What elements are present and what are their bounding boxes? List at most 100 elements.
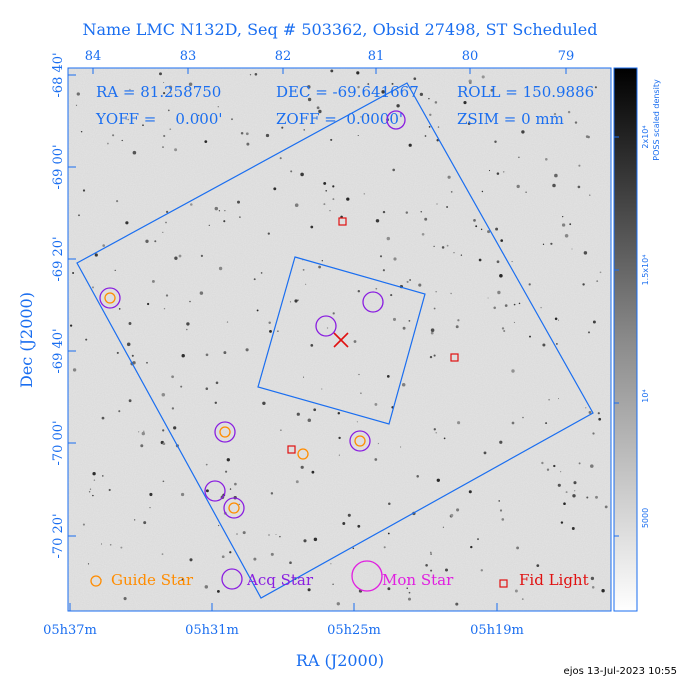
deg-tick-label: 82 <box>275 49 292 64</box>
background-star <box>587 331 591 334</box>
background-star <box>277 330 279 332</box>
legend-guide-icon <box>90 575 102 587</box>
background-star <box>435 432 437 434</box>
inner-field-square <box>257 256 426 425</box>
dec-tick-label: -70 20' <box>51 513 66 558</box>
background-star <box>181 578 185 581</box>
background-star <box>455 325 459 329</box>
ra-tick-label: 05h31m <box>185 623 239 638</box>
background-star <box>214 401 217 404</box>
background-star <box>303 129 305 131</box>
background-star <box>468 81 472 85</box>
background-star <box>545 158 548 161</box>
background-star <box>162 146 164 148</box>
background-star <box>557 398 560 400</box>
colorbar-tick-label: 10⁴ <box>641 389 650 402</box>
background-star <box>330 563 332 565</box>
background-star <box>445 568 448 572</box>
background-star <box>108 488 111 492</box>
yoff-readout: YOFF = 0.000' <box>95 110 223 128</box>
background-star <box>217 524 220 527</box>
background-star <box>295 480 299 484</box>
background-star <box>463 101 467 105</box>
background-star <box>132 150 137 155</box>
background-star <box>428 97 430 100</box>
background-star <box>216 589 220 593</box>
background-star <box>310 344 314 347</box>
ra-tick-label: 05h37m <box>43 623 97 638</box>
background-star <box>405 211 409 214</box>
background-star <box>586 496 589 499</box>
background-star <box>604 505 608 509</box>
background-star <box>240 131 244 135</box>
bottom-axis: 05h37m 05h31m 05h25m 05h19m <box>43 623 524 638</box>
background-star <box>101 416 105 420</box>
background-star <box>382 210 386 214</box>
background-star <box>149 492 153 497</box>
background-star <box>536 564 540 567</box>
background-star <box>352 547 355 549</box>
background-star <box>237 200 240 204</box>
background-star <box>296 412 300 416</box>
background-star <box>225 470 228 473</box>
background-star <box>118 308 121 310</box>
background-star <box>467 122 471 125</box>
background-star <box>500 239 504 242</box>
background-star <box>330 69 334 73</box>
background-star <box>100 543 103 545</box>
legend-mon-icon <box>351 560 383 592</box>
background-star <box>208 224 210 227</box>
deg-tick-label: 84 <box>85 49 102 64</box>
background-star <box>588 410 592 414</box>
background-star <box>592 432 595 435</box>
background-star <box>262 401 266 406</box>
colorbar-tick-label: 1.5x10⁴ <box>641 255 650 286</box>
background-star <box>189 300 191 303</box>
background-star <box>109 544 112 546</box>
background-star <box>484 85 486 88</box>
background-star <box>143 521 147 525</box>
background-star <box>279 157 282 160</box>
ra-readout: RA = 81.258750 <box>96 83 221 101</box>
bottom-ticks <box>69 603 498 611</box>
background-star <box>217 106 219 108</box>
background-star <box>494 140 497 143</box>
guide-star-marker <box>297 448 309 460</box>
background-star <box>363 193 365 195</box>
background-star <box>337 411 341 415</box>
background-star <box>318 109 322 114</box>
background-star <box>300 172 304 177</box>
background-star <box>360 116 362 118</box>
background-star <box>162 480 165 483</box>
background-star <box>374 458 378 461</box>
background-star <box>289 301 291 303</box>
background-star <box>142 124 144 127</box>
ra-tick-label: 05h19m <box>470 623 524 638</box>
background-star <box>165 221 167 224</box>
background-star <box>168 85 173 89</box>
background-star <box>126 342 131 347</box>
background-star <box>436 478 440 482</box>
background-star <box>516 546 520 550</box>
background-star <box>268 534 270 536</box>
background-star <box>353 340 357 343</box>
background-star <box>480 228 483 231</box>
acq-stars <box>99 110 406 519</box>
background-star <box>435 291 437 293</box>
background-star <box>131 354 134 357</box>
background-star <box>387 532 390 535</box>
background-star <box>574 490 576 492</box>
background-star <box>424 217 428 221</box>
legend-guide-label: Guide Star <box>111 571 194 589</box>
background-star <box>457 319 460 322</box>
background-star <box>545 422 548 425</box>
background-star <box>330 138 333 141</box>
background-star <box>173 426 177 430</box>
background-star <box>383 546 386 549</box>
background-star <box>270 552 274 556</box>
background-star <box>477 538 479 541</box>
background-star <box>289 561 292 565</box>
background-star <box>200 254 204 258</box>
background-star <box>553 112 557 116</box>
background-star <box>375 287 378 290</box>
